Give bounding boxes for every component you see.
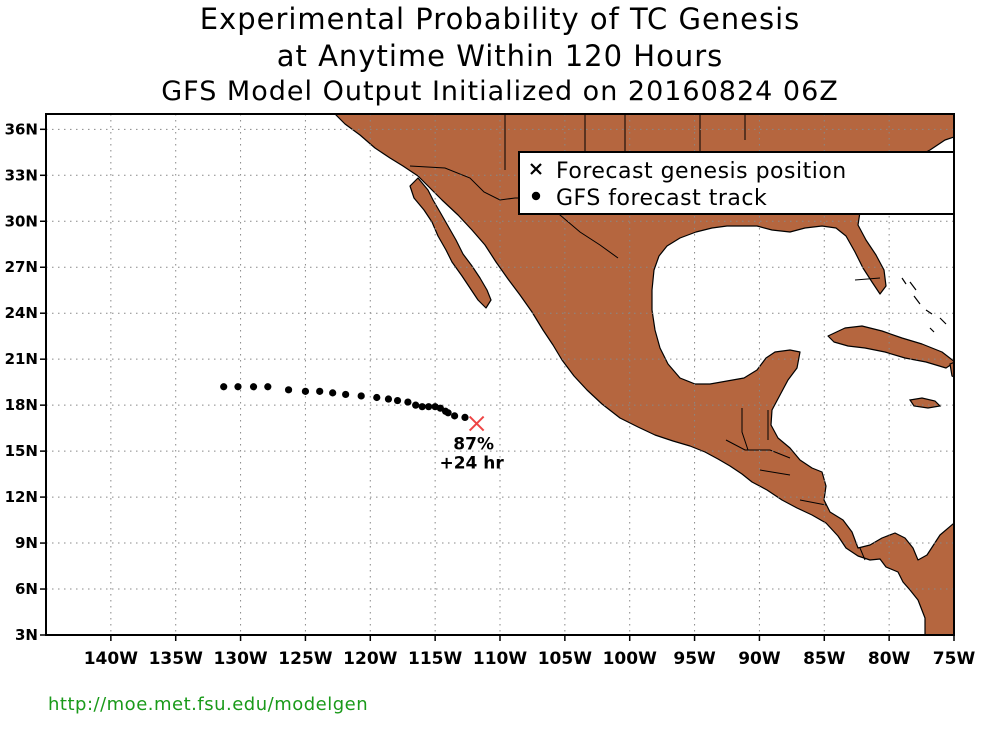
legend-dot-icon xyxy=(531,191,541,201)
track-point xyxy=(393,396,402,405)
track-point xyxy=(461,413,469,422)
legend: Forecast genesis position GFS forecast t… xyxy=(518,151,955,215)
track-point xyxy=(425,403,433,411)
genesis-marker-group: 87% +24 hr xyxy=(439,415,504,474)
track-point xyxy=(412,401,420,409)
lon-tick-label: 85W xyxy=(803,649,846,669)
lon-tick-label: 125W xyxy=(278,649,332,669)
genesis-x-icon xyxy=(468,415,485,432)
map-grid xyxy=(46,114,954,635)
legend-track-label: GFS forecast track xyxy=(556,186,767,211)
genesis-lead-time: +24 hr xyxy=(439,454,504,474)
track-point xyxy=(316,387,324,395)
source-url[interactable]: http://moe.met.fsu.edu/modelgen xyxy=(48,694,369,715)
lat-axis: 3N 6N 9N 12N 15N 18N 21N 24N 27N 30N 33N 36N xyxy=(5,120,46,644)
legend-x-icon xyxy=(530,163,542,175)
lon-tick-label: 115W xyxy=(408,649,462,669)
lat-tick-label: 9N xyxy=(15,534,38,552)
title-line-2: at Anytime Within 120 Hours xyxy=(276,39,724,73)
track-point xyxy=(384,395,393,403)
track-point xyxy=(284,386,293,394)
track-point xyxy=(301,387,310,395)
lon-tick-label: 80W xyxy=(868,649,911,669)
lat-tick-label: 18N xyxy=(5,396,38,414)
land-mainland xyxy=(334,114,954,635)
track-point xyxy=(249,383,258,391)
lon-tick-label: 130W xyxy=(213,649,267,669)
lat-tick-label: 33N xyxy=(5,166,38,184)
track-point xyxy=(451,412,459,420)
land-baja-california xyxy=(409,177,492,309)
lat-tick-label: 24N xyxy=(5,304,38,322)
forecast-track xyxy=(220,383,469,422)
track-point xyxy=(404,398,412,406)
legend-box xyxy=(518,151,955,215)
lon-tick-label: 90W xyxy=(738,649,781,669)
lat-tick-label: 36N xyxy=(5,120,38,138)
track-point xyxy=(220,383,228,391)
lon-tick-label: 140W xyxy=(84,649,138,669)
title-line-3: GFS Model Output Initialized on 20160824… xyxy=(161,76,839,107)
track-point xyxy=(264,383,272,391)
track-point xyxy=(373,393,381,402)
track-point xyxy=(444,409,452,417)
genesis-probability: 87% xyxy=(453,435,494,455)
track-point xyxy=(342,390,350,399)
lon-axis: 140W 135W 130W 125W 120W 115W 110W 105W 100W 95W 9… xyxy=(84,635,976,669)
land-layer xyxy=(334,114,954,635)
lon-tick-label: 120W xyxy=(343,649,397,669)
lat-tick-label: 6N xyxy=(15,580,38,598)
lat-tick-label: 21N xyxy=(5,350,38,368)
lat-tick-label: 15N xyxy=(5,442,38,460)
lat-tick-label: 12N xyxy=(5,488,38,506)
lat-tick-label: 27N xyxy=(5,258,38,276)
lon-tick-label: 105W xyxy=(538,649,592,669)
title-line-1: Experimental Probability of TC Genesis xyxy=(199,2,801,36)
lon-tick-label: 75W xyxy=(933,649,976,669)
lat-tick-label: 3N xyxy=(15,626,38,644)
lon-tick-label: 135W xyxy=(149,649,203,669)
lon-tick-label: 110W xyxy=(473,649,527,669)
track-point xyxy=(436,404,444,412)
track-point xyxy=(357,392,365,400)
track-point xyxy=(418,403,426,411)
track-point xyxy=(329,389,337,397)
legend-genesis-label: Forecast genesis position xyxy=(556,159,847,184)
lat-tick-label: 30N xyxy=(5,212,38,230)
lon-tick-label: 95W xyxy=(673,649,716,669)
track-point xyxy=(234,383,242,391)
lon-tick-label: 100W xyxy=(603,649,657,669)
land-bahamas xyxy=(901,277,947,333)
land-jamaica xyxy=(908,397,942,409)
